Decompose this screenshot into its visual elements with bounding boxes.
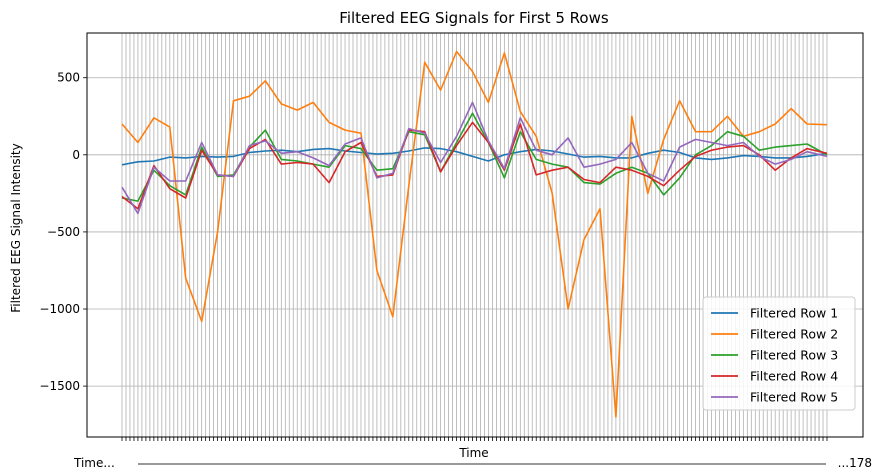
- y-tick-label: −1000: [39, 302, 80, 316]
- legend-label: Filtered Row 1: [750, 306, 838, 321]
- legend-box: [702, 296, 856, 411]
- legend-label: Filtered Row 3: [750, 348, 838, 363]
- legend: Filtered Row 1 Filtered Row 2 Filtered Row…: [702, 296, 856, 411]
- y-axis-label: Filtered EEG Signal Intensity: [9, 143, 23, 312]
- series-line: [121, 50, 828, 418]
- legend-label: Filtered Row 4: [750, 369, 838, 384]
- plot-frame: [86, 32, 864, 438]
- y-tick-label: 500: [57, 71, 80, 85]
- chart-title: Filtered EEG Signals for First 5 Rows: [339, 9, 609, 27]
- x-tick-label: Time...: [73, 456, 115, 470]
- legend-label: Filtered Row 2: [750, 327, 838, 342]
- legend-label: Filtered Row 5: [750, 390, 838, 405]
- y-axis: 500 0 −500 −1000 −1500: [39, 71, 87, 393]
- y-tick-label: 0: [72, 148, 80, 162]
- x-tick-label: ...178: [838, 456, 872, 470]
- y-tick-label: −1500: [39, 379, 80, 393]
- series-line: [121, 101, 828, 215]
- x-axis-label: Time: [458, 446, 488, 460]
- x-axis: Time... ...178: [73, 437, 872, 470]
- y-tick-label: −500: [47, 225, 80, 239]
- series-line: [121, 121, 828, 210]
- series-line: [121, 147, 828, 166]
- series-lines: [121, 50, 828, 418]
